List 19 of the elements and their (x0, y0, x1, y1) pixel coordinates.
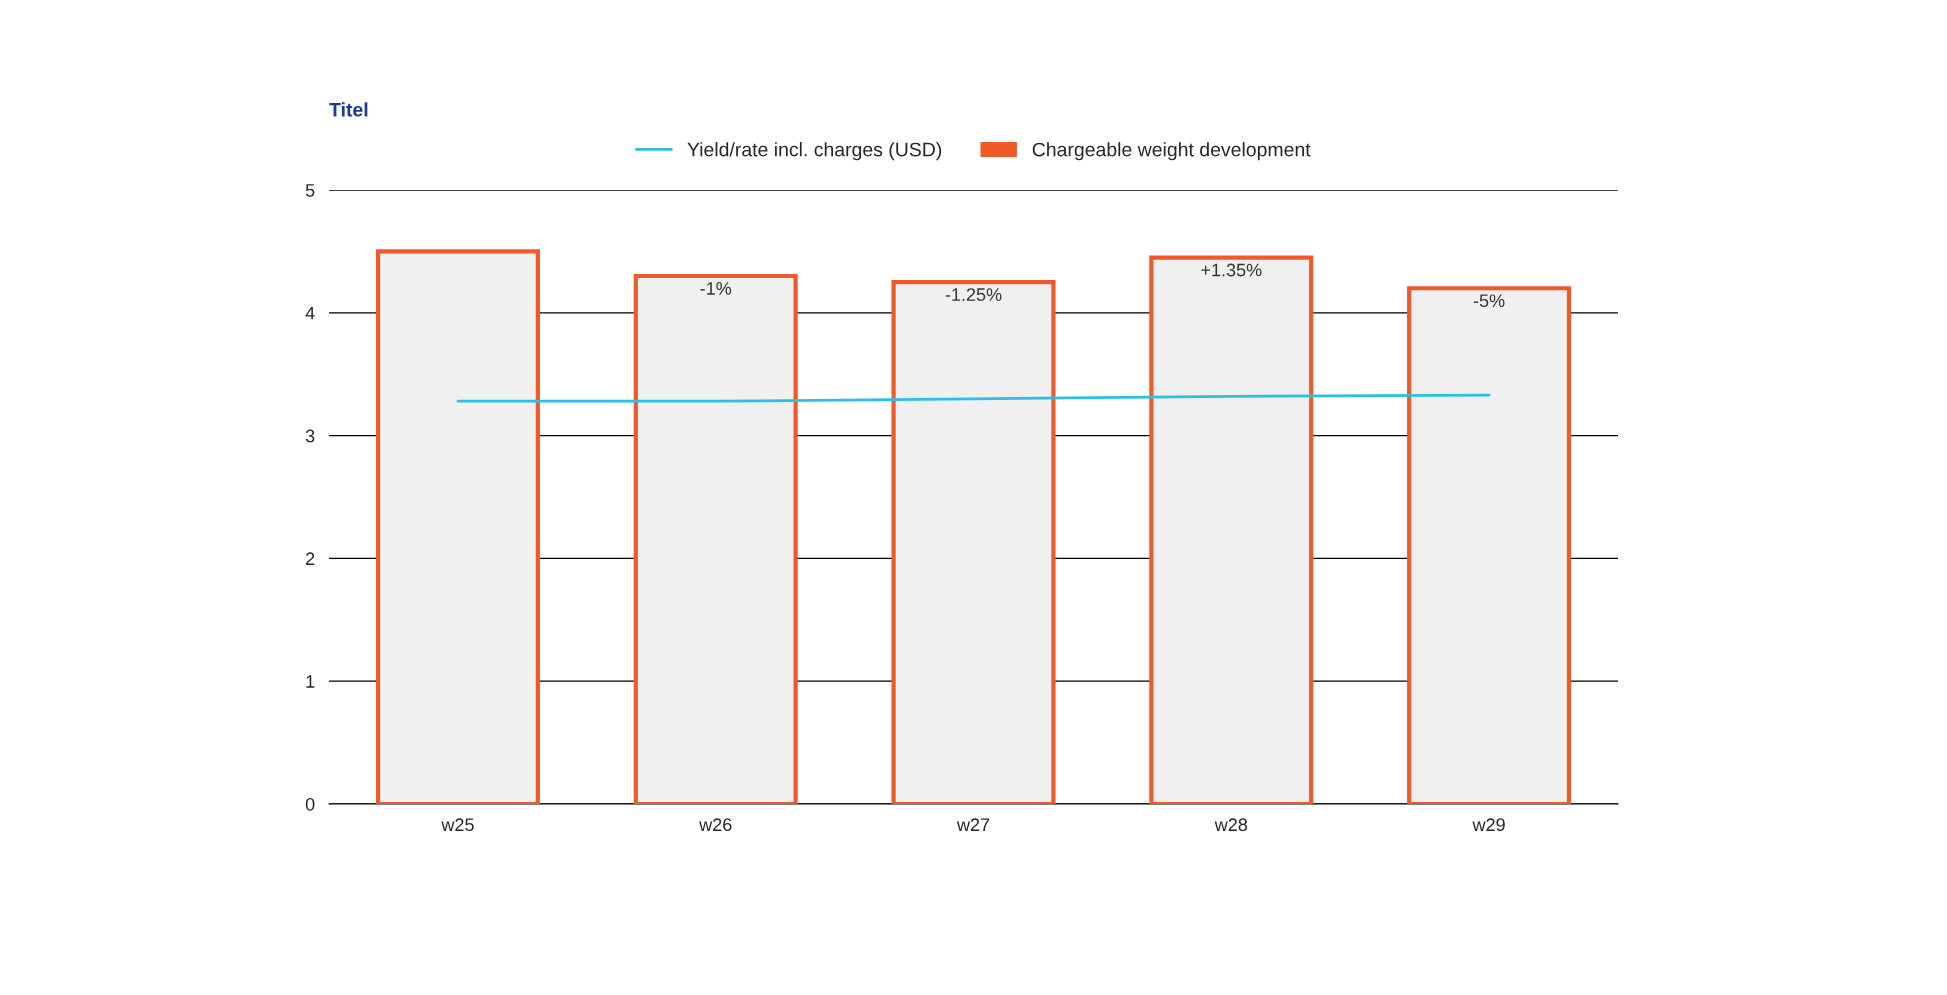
y-tick-label: 0 (305, 797, 315, 811)
y-tick-label: 1 (306, 675, 315, 688)
legend-label: Chargeable weight development (1032, 142, 1311, 161)
annotation: -5% (1473, 294, 1505, 308)
x-tick-label: w25 (441, 818, 474, 832)
y-tick-label: 5 (305, 184, 315, 197)
annotation: -1.25% (945, 288, 1002, 301)
annotation: +1.35% (1201, 263, 1262, 277)
x-tick-label: w29 (1472, 818, 1505, 832)
line-series (456, 393, 1491, 403)
x-tick-label: w27 (956, 818, 990, 831)
annotation: -1% (700, 282, 732, 295)
x-tick-label: w28 (1214, 818, 1248, 832)
x-tick-label: w26 (699, 818, 732, 832)
legend-label: Yield/rate incl. charges (USD) (687, 142, 942, 161)
y-tick-label: 3 (305, 429, 315, 443)
y-tick-label: 2 (306, 552, 315, 565)
y-tick-label: 4 (305, 306, 315, 320)
chart-title: Titel (329, 102, 368, 117)
